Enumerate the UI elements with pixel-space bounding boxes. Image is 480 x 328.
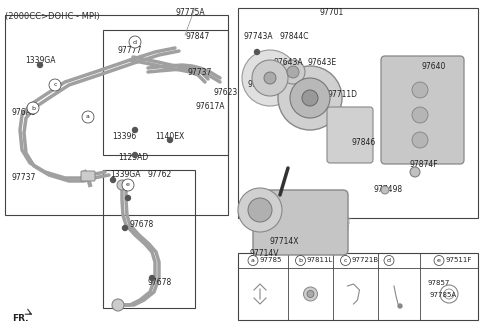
Circle shape bbox=[122, 179, 134, 191]
FancyBboxPatch shape bbox=[327, 107, 373, 163]
Circle shape bbox=[242, 50, 298, 106]
Circle shape bbox=[110, 177, 116, 182]
Circle shape bbox=[248, 198, 272, 222]
Text: 1140EX: 1140EX bbox=[155, 132, 184, 141]
Circle shape bbox=[410, 167, 420, 177]
Text: 97846: 97846 bbox=[352, 138, 376, 147]
Text: 97811L: 97811L bbox=[307, 257, 333, 263]
Circle shape bbox=[296, 256, 305, 265]
Bar bbox=[5, 15, 228, 215]
Circle shape bbox=[27, 102, 39, 114]
Text: 97775A: 97775A bbox=[175, 8, 204, 17]
Text: e: e bbox=[126, 182, 130, 188]
Bar bbox=[103, 170, 195, 308]
Text: 97678: 97678 bbox=[130, 220, 154, 229]
FancyBboxPatch shape bbox=[253, 190, 348, 255]
Circle shape bbox=[307, 291, 314, 297]
Circle shape bbox=[129, 36, 141, 48]
Text: a: a bbox=[86, 114, 90, 119]
Text: 1339GA: 1339GA bbox=[25, 56, 56, 65]
Circle shape bbox=[132, 128, 137, 133]
Text: 97714X: 97714X bbox=[270, 237, 300, 246]
Circle shape bbox=[381, 186, 389, 194]
Circle shape bbox=[248, 256, 258, 265]
Circle shape bbox=[434, 256, 444, 265]
Text: 97777: 97777 bbox=[118, 46, 143, 55]
Circle shape bbox=[278, 66, 342, 130]
Circle shape bbox=[412, 132, 428, 148]
Circle shape bbox=[117, 180, 127, 190]
Text: 97785: 97785 bbox=[259, 257, 281, 263]
Circle shape bbox=[49, 79, 61, 91]
Circle shape bbox=[132, 153, 137, 157]
Circle shape bbox=[252, 60, 288, 96]
Bar bbox=[103, 30, 228, 155]
Text: d: d bbox=[387, 258, 391, 263]
Text: d: d bbox=[133, 39, 137, 45]
Text: 97701: 97701 bbox=[319, 8, 343, 17]
Circle shape bbox=[384, 256, 394, 265]
FancyBboxPatch shape bbox=[381, 56, 464, 164]
Text: 97617A: 97617A bbox=[196, 102, 226, 111]
Text: 97785A: 97785A bbox=[430, 292, 457, 298]
Circle shape bbox=[303, 287, 317, 301]
Circle shape bbox=[149, 276, 155, 280]
Circle shape bbox=[122, 226, 128, 231]
Bar bbox=[238, 8, 478, 218]
Text: 97737: 97737 bbox=[12, 173, 36, 182]
Text: 97721B: 97721B bbox=[351, 257, 379, 263]
FancyBboxPatch shape bbox=[81, 171, 95, 181]
Text: c: c bbox=[53, 83, 57, 88]
Circle shape bbox=[302, 90, 318, 106]
Text: (2000CC>DOHC - MPI): (2000CC>DOHC - MPI) bbox=[5, 12, 100, 21]
Text: b: b bbox=[31, 106, 35, 111]
Circle shape bbox=[33, 106, 37, 111]
Text: 97737: 97737 bbox=[188, 68, 212, 77]
Text: 97678: 97678 bbox=[148, 278, 172, 287]
Circle shape bbox=[412, 107, 428, 123]
Circle shape bbox=[125, 195, 131, 200]
Text: 97643A: 97643A bbox=[274, 58, 304, 67]
Circle shape bbox=[264, 72, 276, 84]
Text: FR.: FR. bbox=[12, 314, 28, 323]
Circle shape bbox=[238, 188, 282, 232]
Text: 97743A: 97743A bbox=[244, 32, 274, 41]
Circle shape bbox=[85, 114, 91, 119]
Text: 976A3: 976A3 bbox=[12, 108, 37, 117]
Text: 97711D: 97711D bbox=[328, 90, 358, 99]
Bar bbox=[238, 253, 478, 320]
Text: c: c bbox=[344, 258, 347, 263]
Circle shape bbox=[82, 111, 94, 123]
Circle shape bbox=[281, 60, 305, 84]
Text: 97847: 97847 bbox=[185, 32, 209, 41]
Circle shape bbox=[398, 304, 402, 308]
Text: 97643E: 97643E bbox=[308, 58, 337, 67]
Text: 977498: 977498 bbox=[373, 185, 402, 194]
Circle shape bbox=[412, 82, 428, 98]
Circle shape bbox=[168, 137, 172, 142]
Circle shape bbox=[254, 50, 260, 54]
Circle shape bbox=[290, 78, 330, 118]
Text: 97857: 97857 bbox=[428, 280, 450, 286]
Circle shape bbox=[37, 63, 43, 68]
Text: 1339GA: 1339GA bbox=[110, 170, 141, 179]
Text: 97623: 97623 bbox=[214, 88, 238, 97]
Text: 97762: 97762 bbox=[148, 170, 172, 179]
Circle shape bbox=[287, 66, 299, 78]
Text: 13396: 13396 bbox=[112, 132, 136, 141]
Text: 97874F: 97874F bbox=[410, 160, 439, 169]
Text: 97714V: 97714V bbox=[249, 249, 278, 258]
Text: 97640: 97640 bbox=[422, 62, 446, 71]
Text: e: e bbox=[437, 258, 441, 263]
Circle shape bbox=[340, 256, 350, 265]
Text: 1125AD: 1125AD bbox=[118, 153, 148, 162]
Text: 97844C: 97844C bbox=[280, 32, 310, 41]
Text: 97511F: 97511F bbox=[445, 257, 471, 263]
Text: b: b bbox=[299, 258, 302, 263]
Text: 97707C: 97707C bbox=[248, 80, 277, 89]
Text: a: a bbox=[251, 258, 255, 263]
Circle shape bbox=[112, 299, 124, 311]
